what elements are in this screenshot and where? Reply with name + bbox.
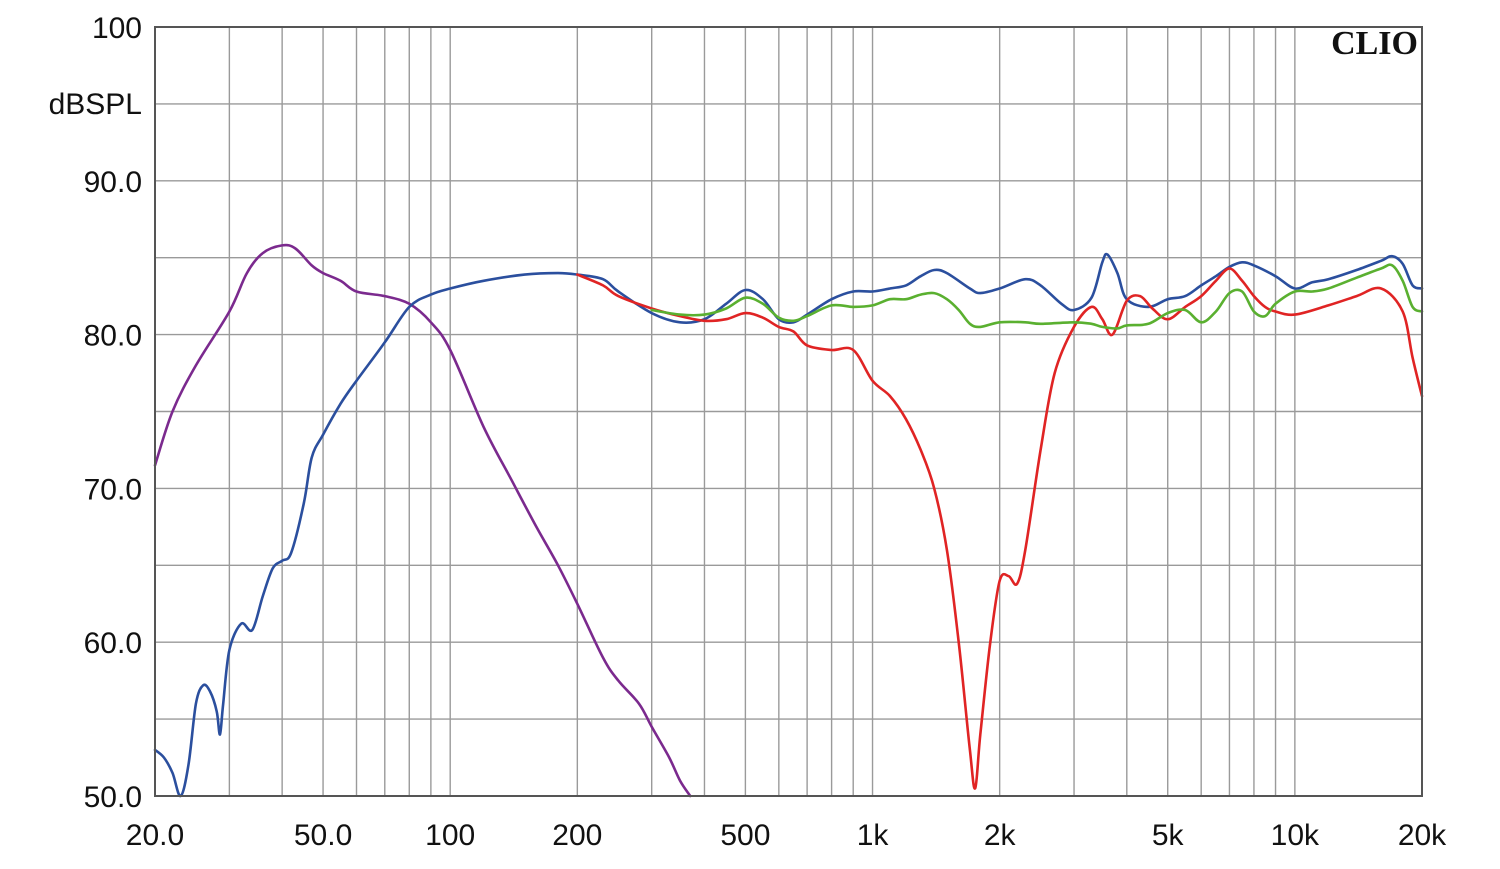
x-tick-label: 5k — [1152, 819, 1185, 852]
clio-brand-logo: CLIO — [1331, 25, 1418, 62]
response-curve-3 — [576, 267, 1424, 790]
y-tick-label: 90.0 — [84, 166, 142, 199]
y-axis-label: dBSPL — [49, 88, 142, 121]
response-curve-1 — [153, 243, 692, 798]
y-tick-label: 50.0 — [84, 781, 142, 814]
x-tick-label: 20.0 — [126, 819, 184, 852]
x-tick-label: 100 — [425, 819, 475, 852]
x-tick-label: 20k — [1398, 819, 1447, 852]
x-tick-label: 2k — [984, 819, 1017, 852]
x-tick-label: 10k — [1271, 819, 1320, 852]
response-curve-2 — [153, 252, 1424, 798]
y-tick-labels: 100 90.0 80.0 70.0 60.0 50.0 — [84, 12, 142, 814]
x-tick-label: 500 — [720, 819, 770, 852]
response-curves — [153, 243, 1424, 798]
x-tick-labels: 20.0 50.0 100 200 500 1k 2k 5k 10k 20k — [126, 819, 1447, 852]
grid-lines — [155, 27, 1422, 796]
y-tick-label: 80.0 — [84, 320, 142, 353]
x-tick-label: 200 — [552, 819, 602, 852]
plot-frame — [154, 26, 1423, 797]
y-tick-label: 100 — [92, 12, 142, 45]
x-tick-label: 50.0 — [294, 819, 352, 852]
x-tick-label: 1k — [857, 819, 890, 852]
y-tick-label: 70.0 — [84, 473, 142, 506]
response-curve-4 — [650, 263, 1424, 330]
y-tick-label: 60.0 — [84, 627, 142, 660]
